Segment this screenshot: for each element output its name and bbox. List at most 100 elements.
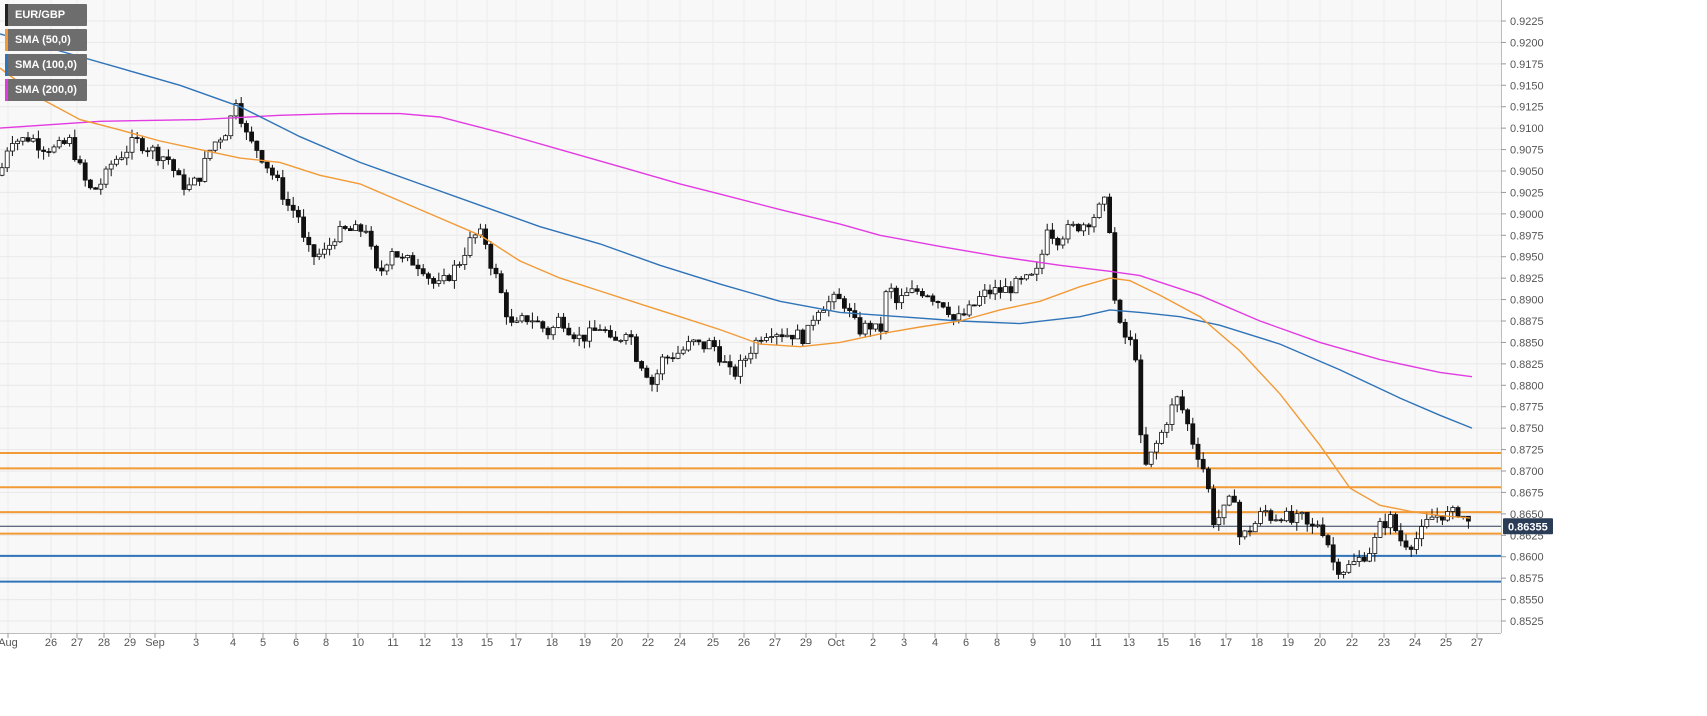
- candle-body: [899, 295, 904, 304]
- x-tick-label: 29: [800, 637, 812, 649]
- candle-body: [998, 287, 1003, 293]
- candle-body: [1206, 468, 1211, 490]
- candle-body: [576, 334, 582, 340]
- candle-body: [1185, 409, 1190, 425]
- legend-label: SMA (200,0): [15, 84, 77, 96]
- candle-body: [675, 352, 681, 359]
- candle-body: [379, 267, 385, 272]
- candle-body: [394, 251, 400, 258]
- candle-body: [608, 329, 613, 338]
- candle-body: [441, 275, 447, 282]
- candle-body: [1284, 510, 1289, 522]
- candle-body: [561, 316, 566, 329]
- candle-body: [992, 287, 998, 295]
- candle-body: [758, 339, 764, 342]
- x-tick-label: 28: [98, 637, 110, 649]
- candle-body: [706, 340, 712, 350]
- candle-body: [1070, 223, 1076, 226]
- legend-item-sma100[interactable]: SMA (100,0): [5, 54, 87, 76]
- candle-body: [1429, 516, 1435, 520]
- candle-body: [602, 329, 608, 332]
- candle-body: [1216, 517, 1222, 526]
- candle-body: [306, 236, 312, 246]
- y-tick-label: 0.9225: [1510, 16, 1544, 28]
- x-tick-label: Oct: [827, 637, 844, 649]
- candle-body: [613, 336, 618, 341]
- x-tick-label: 8: [323, 637, 329, 649]
- y-tick-label: 0.9050: [1510, 166, 1544, 178]
- x-tick-label: 24: [674, 637, 686, 649]
- candle-body: [696, 339, 702, 343]
- candle-body: [774, 334, 780, 337]
- candle-body: [30, 138, 36, 142]
- candle-body: [503, 292, 509, 318]
- candle-body: [410, 255, 416, 266]
- candle-body: [134, 137, 140, 139]
- candle-body: [712, 340, 717, 347]
- candle-body: [1195, 443, 1201, 460]
- y-tick-label: 0.8900: [1510, 295, 1544, 307]
- candle-body: [1252, 523, 1258, 533]
- candle-body: [145, 150, 151, 153]
- candle-body: [1128, 336, 1133, 341]
- candle-body: [82, 162, 88, 181]
- x-tick-label: 15: [1157, 637, 1169, 649]
- candle-body: [961, 313, 967, 316]
- grid: [0, 0, 1501, 633]
- x-tick-label: 22: [642, 637, 654, 649]
- y-tick-label: 0.8825: [1510, 359, 1544, 371]
- candle-body: [56, 140, 62, 148]
- candle-body: [644, 367, 650, 378]
- x-tick-label: 10: [1059, 637, 1071, 649]
- candle-body: [228, 115, 234, 137]
- candle-body: [1050, 229, 1055, 239]
- legend-label: SMA (50,0): [15, 34, 71, 46]
- candle-body: [1414, 538, 1419, 550]
- candle-body: [62, 140, 67, 144]
- price-tag-box: [1503, 518, 1553, 535]
- candle-body: [790, 334, 795, 340]
- candle-body: [1154, 442, 1159, 453]
- candle-body: [946, 306, 951, 315]
- candle-body: [347, 228, 353, 232]
- candle-body: [727, 361, 733, 368]
- candle-body: [587, 327, 592, 342]
- candle-body: [982, 289, 988, 297]
- candle-body: [139, 138, 145, 152]
- y-tick-label: 0.9150: [1510, 80, 1544, 92]
- candle-body: [88, 179, 93, 189]
- candle-body: [623, 334, 629, 341]
- x-tick-label: 29: [124, 637, 136, 649]
- x-tick-label: 11: [387, 637, 398, 649]
- y-tick-label: 0.8750: [1510, 423, 1544, 435]
- x-tick-label: 17: [510, 637, 522, 649]
- candle-body: [1424, 519, 1430, 527]
- candle-body: [930, 295, 936, 302]
- candle-body: [514, 320, 520, 323]
- candle-body: [1268, 510, 1274, 521]
- legend-item-sma200[interactable]: SMA (200,0): [5, 79, 87, 101]
- x-tick-label: Aug: [0, 637, 18, 649]
- candle-body: [483, 228, 489, 245]
- candle-body: [795, 329, 800, 340]
- candle-body: [316, 253, 322, 258]
- candle-body: [1325, 535, 1331, 546]
- x-tick-label: 4: [230, 637, 236, 649]
- candle-body: [680, 349, 686, 354]
- candle-body: [41, 149, 46, 152]
- sma200-line: [0, 112, 1473, 378]
- legend-item-sma50[interactable]: SMA (50,0): [5, 29, 87, 51]
- x-tick-label: 3: [901, 637, 907, 649]
- candle-body: [238, 103, 244, 124]
- candle-body: [0, 167, 5, 176]
- legend-item-eurgbp[interactable]: EUR/GBP: [5, 4, 87, 26]
- candle-body: [1466, 515, 1471, 522]
- candle-body: [280, 177, 286, 200]
- candle-body: [878, 323, 884, 332]
- y-tick-label: 0.8600: [1510, 552, 1544, 564]
- legend: EUR/GBP SMA (50,0) SMA (100,0) SMA (200,…: [5, 4, 87, 101]
- candle-body: [743, 358, 748, 361]
- candle-body: [1226, 495, 1232, 506]
- candle-body: [358, 224, 364, 232]
